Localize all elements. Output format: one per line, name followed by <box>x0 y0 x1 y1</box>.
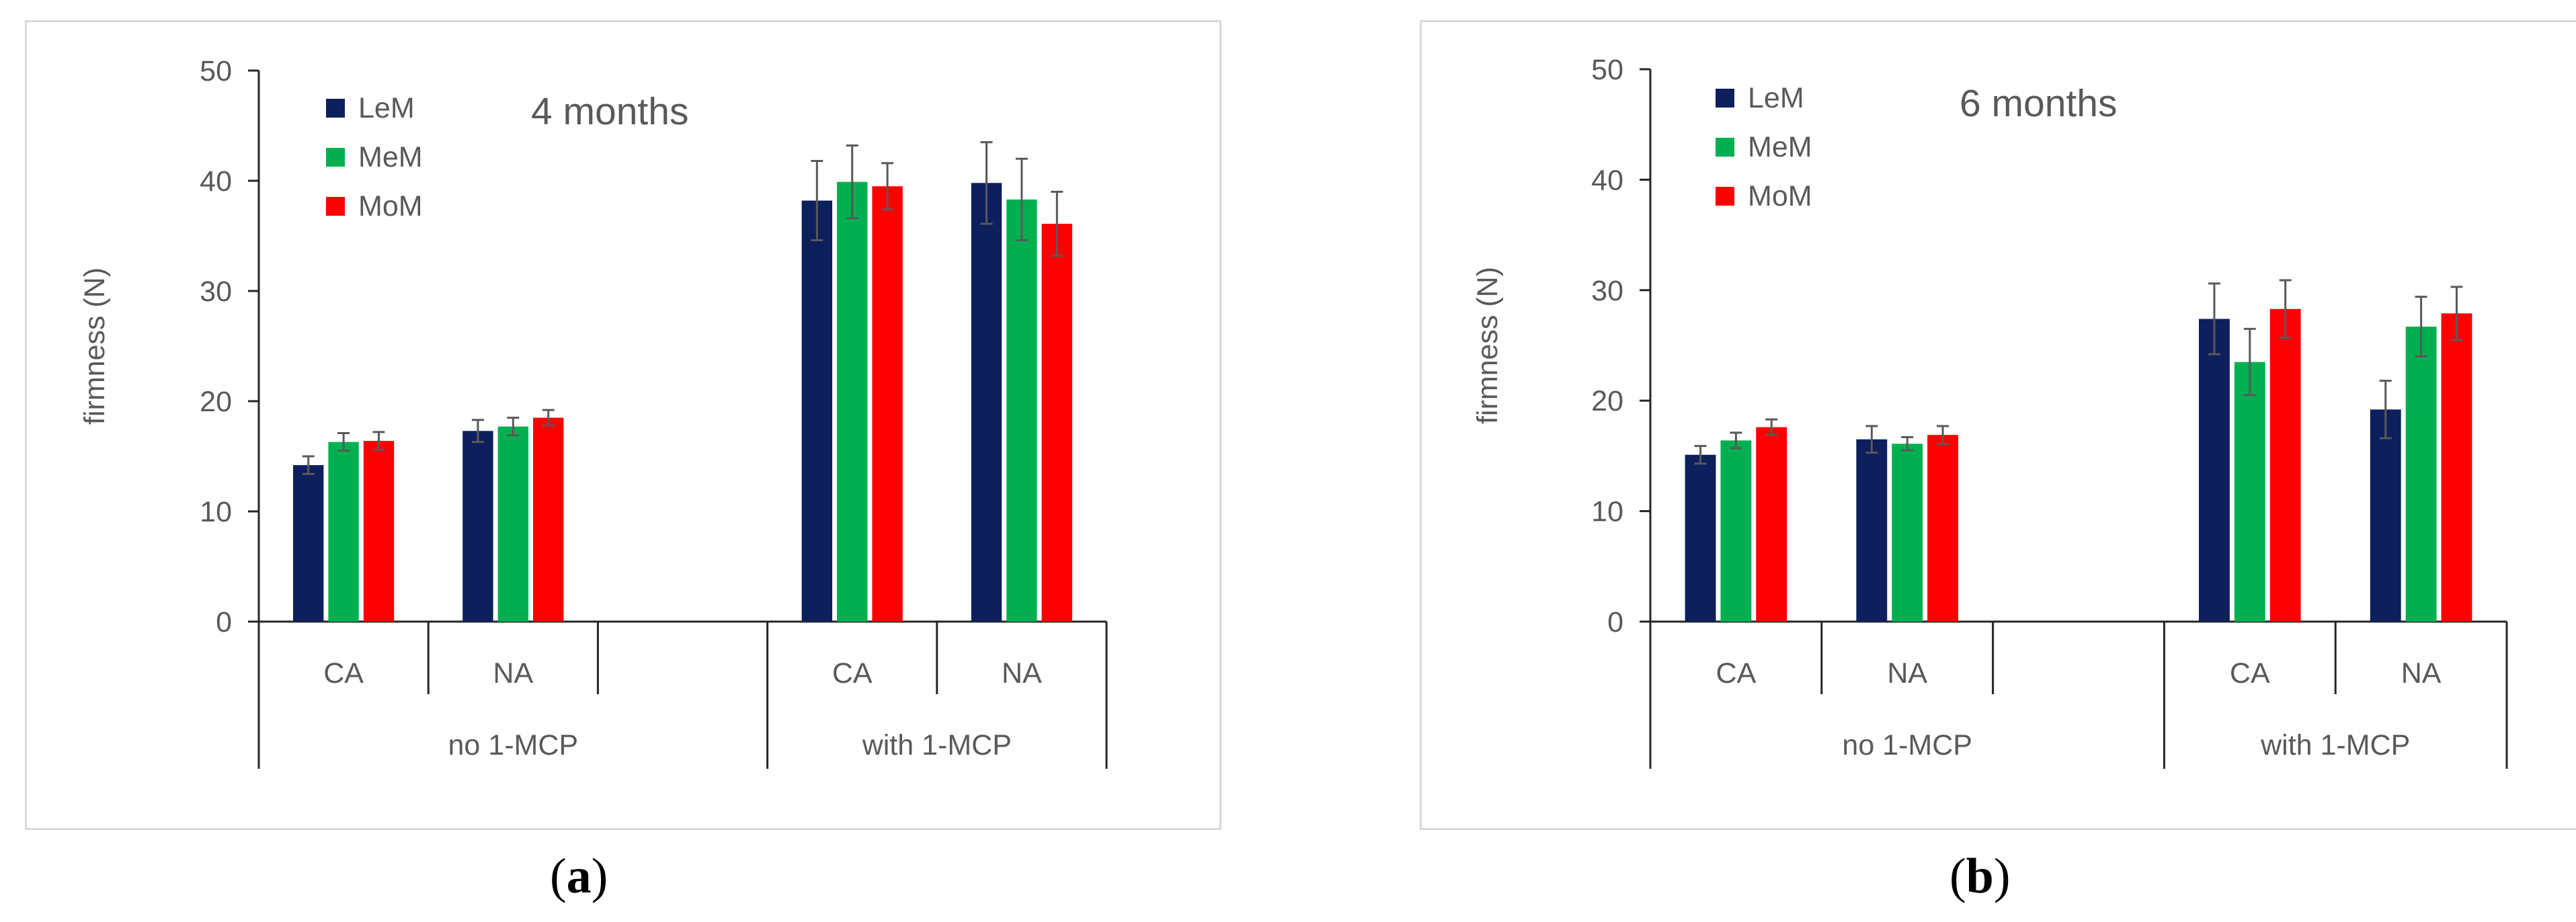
x-category-label: CA <box>323 657 364 689</box>
y-tick-label: 30 <box>200 276 232 308</box>
y-tick-label: 20 <box>1591 385 1623 417</box>
x-category-label: NA <box>2401 657 2442 689</box>
legend-label-lem: LeM <box>1748 82 1804 114</box>
bar-lem <box>2199 319 2230 622</box>
bar-chart-4-months: 0 10 20 30 40 50 firmness (N) CA NA CA NA no 1-MCP w… <box>79 55 1108 769</box>
bar-mom <box>2441 313 2472 622</box>
legend-swatch-lem <box>326 99 345 118</box>
bar-mem <box>1006 199 1037 622</box>
legend-label-mem: MeM <box>1748 131 1812 163</box>
caption-b: (b) <box>1949 849 2011 904</box>
x-group-label: no 1-MCP <box>448 729 579 761</box>
chart-title: 6 months <box>1960 82 2117 125</box>
bar-lem <box>1685 454 1716 622</box>
x-category-label: CA <box>2230 657 2270 689</box>
caption-a: (a) <box>550 849 608 904</box>
bar-mom <box>1041 223 1072 622</box>
bar-lem <box>1856 439 1888 622</box>
caption-a-letter: a <box>566 849 592 904</box>
bar-lem <box>971 183 1002 622</box>
y-tick-label: 40 <box>200 165 232 198</box>
chart-title: 4 months <box>531 90 688 133</box>
bar-lem <box>2370 409 2401 622</box>
bar-chart-6-months: 0 10 20 30 40 50 firmness (N) CA NA CA NA no 1-MCP w… <box>1472 54 2508 769</box>
bar-mem <box>328 442 359 622</box>
x-category-label: NA <box>1887 657 1927 689</box>
y-tick-label: 0 <box>1607 606 1623 638</box>
chart-panel-a: 0 10 20 30 40 50 firmness (N) CA NA CA NA no 1-MCP w… <box>25 20 1221 830</box>
y-axis-label: firmness (N) <box>79 267 111 425</box>
legend-swatch-mem <box>1716 138 1734 157</box>
bar-mem <box>497 426 528 622</box>
y-tick-label: 40 <box>1591 164 1623 196</box>
bar-mem <box>1892 444 1923 622</box>
y-tick-label: 10 <box>1591 496 1623 528</box>
x-category-label: CA <box>832 657 873 689</box>
legend-swatch-mem <box>326 148 345 167</box>
x-category-label: NA <box>493 657 533 689</box>
bar-lem <box>801 200 833 622</box>
y-tick-label: 20 <box>200 386 232 418</box>
bar-mem <box>2234 362 2265 622</box>
legend-swatch-mom <box>326 197 345 216</box>
legend-label-mom: MoM <box>1748 180 1812 212</box>
bar-mom <box>1927 435 1958 622</box>
y-tick-label: 30 <box>1591 275 1623 307</box>
caption-b-letter: b <box>1966 849 1994 904</box>
y-axis-label: firmness (N) <box>1472 267 1504 424</box>
y-tick-label: 0 <box>216 606 232 638</box>
bar-lem <box>462 431 493 622</box>
bar-mem <box>1720 440 1752 622</box>
legend-swatch-lem <box>1716 89 1734 108</box>
y-tick-label: 10 <box>200 496 232 528</box>
bar-mom <box>1756 427 1787 622</box>
y-tick-label: 50 <box>1591 54 1623 86</box>
legend-swatch-mom <box>1716 187 1734 206</box>
y-tick-label: 50 <box>200 55 232 87</box>
x-category-label: CA <box>1716 657 1757 689</box>
bar-mem <box>2405 327 2437 622</box>
legend-label-lem: LeM <box>358 92 415 124</box>
x-group-label: with 1-MCP <box>862 729 1012 761</box>
bar-mom <box>872 186 903 622</box>
x-group-label: no 1-MCP <box>1842 729 1972 761</box>
legend-label-mom: MoM <box>358 190 423 222</box>
chart-panel-b: 0 10 20 30 40 50 firmness (N) CA NA CA NA no 1-MCP w… <box>1420 20 2576 830</box>
bar-mom <box>532 417 564 622</box>
bar-mom <box>363 441 395 622</box>
bar-mem <box>837 181 868 622</box>
x-group-label: with 1-MCP <box>2260 729 2410 761</box>
x-category-label: NA <box>1002 657 1042 689</box>
bar-mom <box>2269 308 2301 622</box>
bar-lem <box>293 465 324 622</box>
legend-label-mem: MeM <box>358 141 423 173</box>
